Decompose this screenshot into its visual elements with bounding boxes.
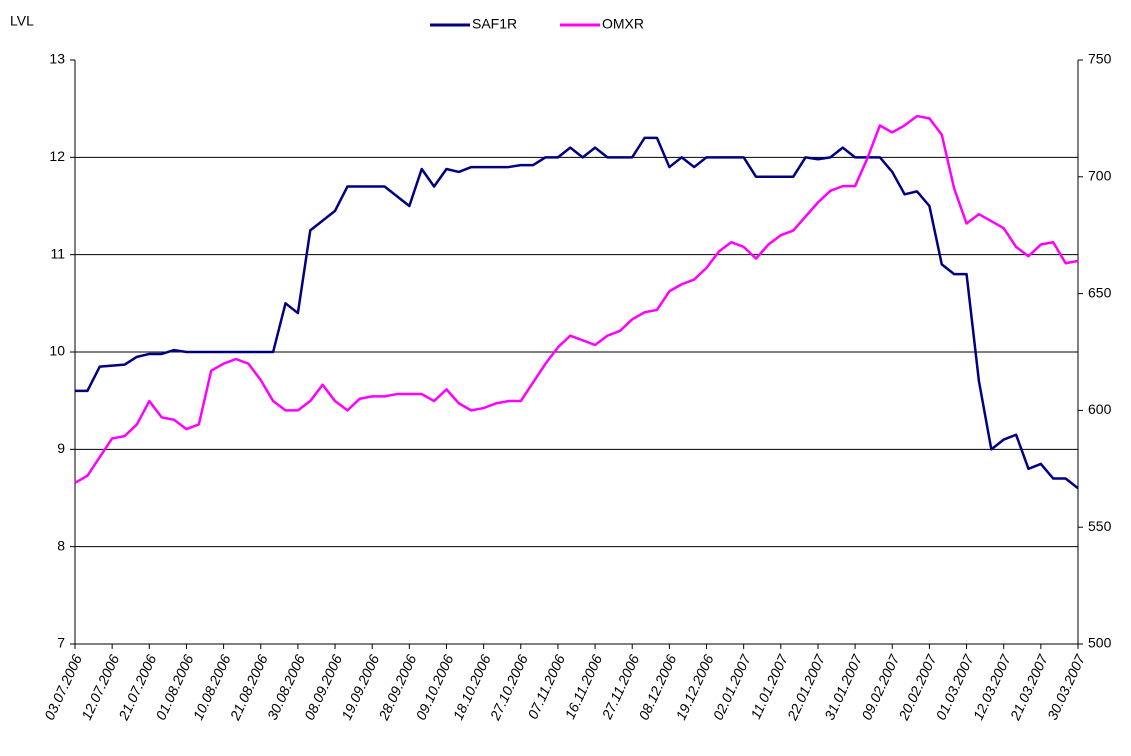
x-tick-label: 30.03.2007: [1044, 651, 1089, 722]
series-line: [75, 136, 1079, 490]
x-tick-label: 12.07.2006: [78, 652, 122, 722]
y-tick-label: 12: [49, 148, 65, 164]
y2-tick-label: 750: [1088, 51, 1112, 67]
x-tick-label: 27.11.2006: [598, 652, 642, 722]
y-tick-label: 10: [49, 343, 65, 359]
x-tick-label: 19.09.2006: [338, 652, 382, 722]
y-tick-label: 7: [57, 635, 65, 651]
y-tick-label: 13: [49, 51, 65, 67]
x-tick-label: 03.07.2006: [41, 652, 85, 722]
x-tick-label: 09.10.2006: [412, 652, 456, 722]
y2-tick-label: 650: [1088, 284, 1112, 300]
y-tick-label: 8: [57, 537, 65, 553]
y2-tick-label: 550: [1088, 518, 1112, 534]
x-tick-label: 08.12.2006: [635, 652, 679, 722]
x-tick-label: 18.10.2006: [450, 652, 494, 722]
x-tick-label: 16.11.2006: [561, 652, 605, 722]
x-tick-label: 01.08.2006: [152, 652, 196, 722]
legend-label: OMXR: [602, 16, 644, 32]
y-tick-label: 9: [57, 440, 65, 456]
x-tick-label: 10.08.2006: [190, 652, 234, 722]
x-tick-label: 07.11.2006: [524, 652, 568, 722]
legend-label: SAF1R: [472, 16, 517, 32]
x-tick-label: 08.09.2006: [301, 652, 345, 722]
y2-tick-label: 600: [1088, 401, 1112, 417]
y-axis-label: LVL: [10, 13, 34, 29]
y2-tick-label: 700: [1088, 168, 1112, 184]
y2-tick-label: 500: [1088, 635, 1112, 651]
x-tick-label: 19.12.2006: [672, 652, 716, 722]
y-tick-label: 11: [50, 245, 65, 261]
series-line: [74, 114, 1079, 484]
x-tick-label: 30.08.2006: [264, 652, 308, 722]
x-tick-label: 11.01.2007: [747, 651, 791, 721]
